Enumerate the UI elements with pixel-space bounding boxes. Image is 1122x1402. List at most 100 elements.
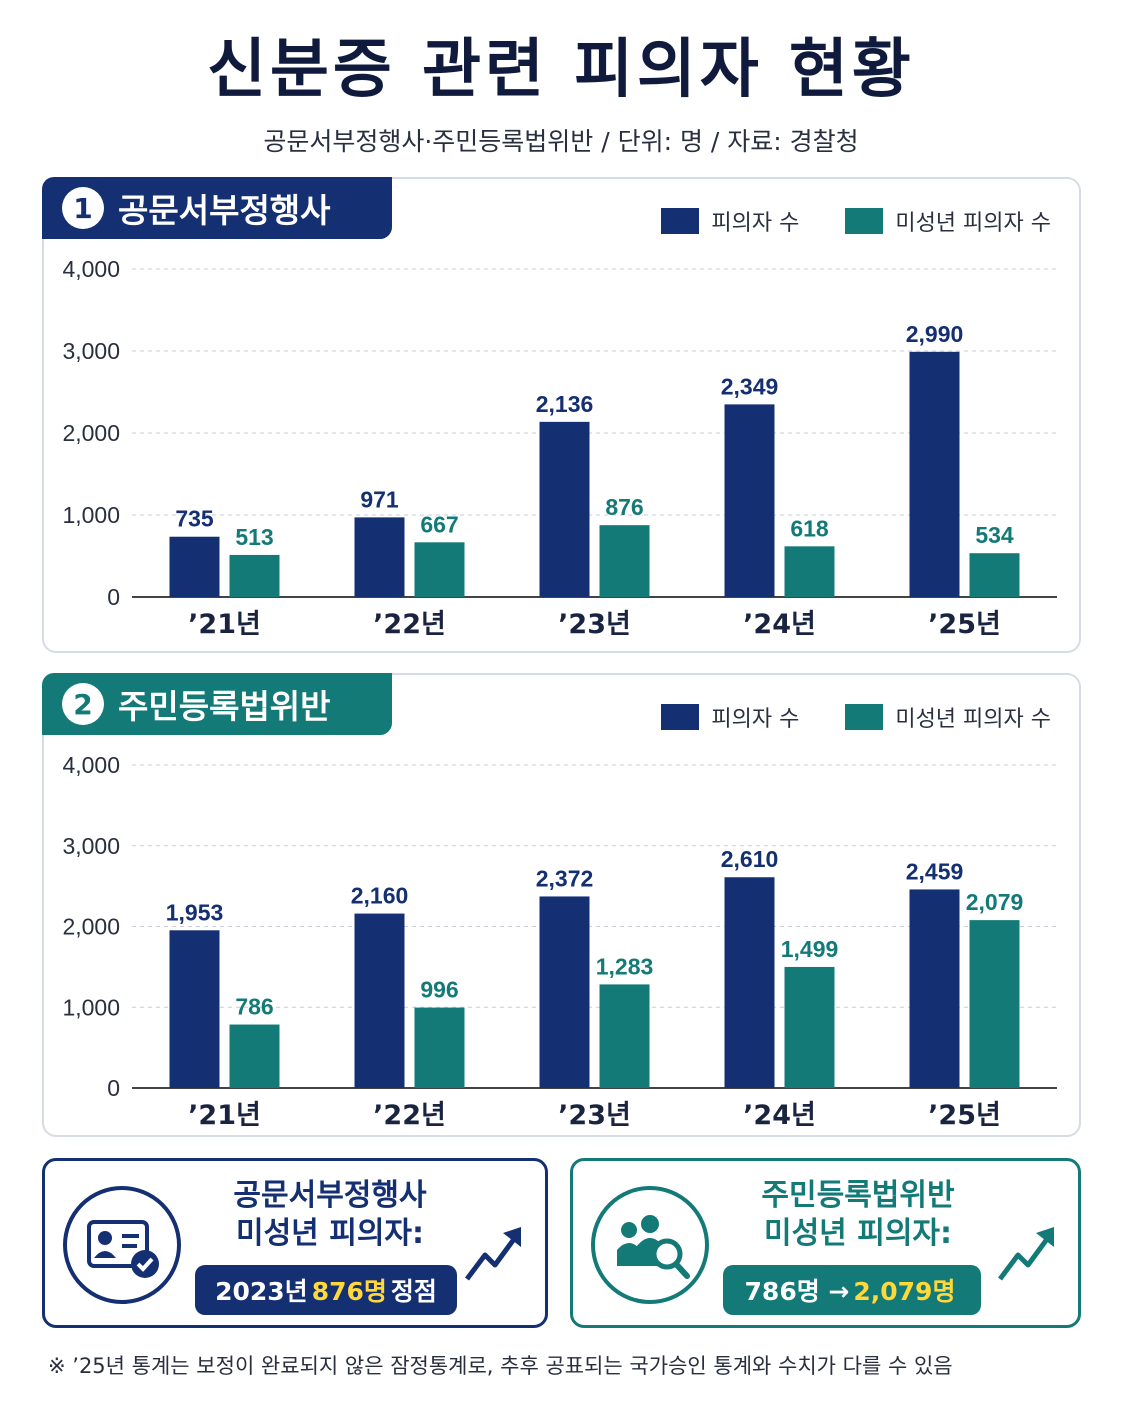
chart-legend: 피의자 수 미성년 피의자 수 [615, 205, 1051, 237]
x-tick-label: ’21년 [188, 1100, 261, 1131]
y-tick-label: 2,000 [62, 914, 120, 940]
x-tick-label: ’24년 [743, 609, 816, 640]
bar [414, 1007, 465, 1088]
card-title: 공문서부정행사 미성년 피의자: [195, 1177, 465, 1253]
footnote: ※ ’25년 통계는 보정이 완료되지 않은 잠정통계로, 추후 공표되는 국가… [48, 1354, 953, 1378]
summary-card-document-misuse: 공문서부정행사 미성년 피의자: 2023년 876명 정점 [42, 1158, 548, 1328]
bar [414, 542, 465, 597]
trend-up-arrow-icon [998, 1227, 1054, 1281]
bar [969, 553, 1020, 597]
card-title-line: 미성년 피의자: [235, 1216, 425, 1251]
chart-title: 공문서부정행사 [118, 191, 331, 230]
data-label: 667 [420, 511, 458, 537]
x-tick-label: ’22년 [373, 609, 446, 640]
data-label: 2,459 [906, 858, 964, 884]
pill-text: 2023년 [215, 1277, 308, 1306]
y-tick-label: 1,000 [62, 502, 120, 528]
legend-label: 미성년 피의자 수 [895, 211, 1051, 236]
y-tick-label: 4,000 [62, 256, 120, 282]
chart-title: 주민등록법위반 [118, 687, 331, 726]
x-tick-label: ’25년 [928, 609, 1001, 640]
data-label: 2,136 [536, 391, 594, 417]
bar-chart-resident-registration: 0 1,000 2,000 3,000 4,000 1,953 786 ’21년 2,160 99… [62, 752, 1057, 1131]
pill-highlight: 2,079명 [853, 1277, 956, 1306]
chart-panel-resident-registration: 2 주민등록법위반 피의자 수 미성년 피의자 수 0 1,000 2,000 3,0… [42, 673, 1081, 1137]
panel-number-badge: 1 [62, 187, 104, 229]
legend-swatch-navy [661, 704, 700, 730]
legend-item-minors: 미성년 피의자 수 [845, 205, 1051, 237]
bar [354, 517, 405, 597]
page-subtitle: 공문서부정행사·주민등록법위반 / 단위: 명 / 자료: 경찰청 [263, 127, 859, 156]
pill-text: 정점 [390, 1277, 437, 1306]
x-tick-label: ’25년 [928, 1100, 1001, 1131]
card-highlight-pill: 786명 → 2,079명 [723, 1265, 981, 1315]
bar [909, 351, 960, 597]
bar [539, 896, 590, 1088]
summary-card-resident-registration: 주민등록법위반 미성년 피의자: 786명 → 2,079명 [570, 1158, 1081, 1328]
legend-swatch-teal [845, 704, 884, 730]
card-title-line: 미성년 피의자: [763, 1216, 953, 1251]
trend-up-arrow-icon [465, 1227, 521, 1281]
bar [909, 889, 960, 1088]
bar [969, 920, 1020, 1088]
y-tick-label: 0 [107, 1075, 120, 1101]
y-tick-label: 3,000 [62, 338, 120, 364]
legend-label: 피의자 수 [711, 707, 800, 732]
x-tick-label: ’23년 [558, 1100, 631, 1131]
bar [229, 1024, 280, 1088]
data-label: 1,283 [596, 953, 654, 979]
data-label: 618 [790, 515, 829, 541]
data-label: 2,990 [906, 321, 964, 347]
chart-panel-document-misuse: 1 공문서부정행사 피의자 수 미성년 피의자 수 0 1,000 2,000 3,0… [42, 177, 1081, 653]
data-label: 513 [235, 524, 273, 550]
bar [724, 877, 775, 1088]
x-tick-label: ’24년 [743, 1100, 816, 1131]
bar [724, 404, 775, 597]
bar [169, 930, 220, 1088]
x-tick-label: ’22년 [373, 1100, 446, 1131]
y-tick-label: 4,000 [62, 752, 120, 778]
x-tick-label: ’23년 [558, 609, 631, 640]
legend-item-minors: 미성년 피의자 수 [845, 701, 1051, 733]
bar [229, 554, 280, 597]
data-label: 996 [420, 977, 458, 1003]
card-title: 주민등록법위반 미성년 피의자: [723, 1177, 993, 1253]
bar [599, 525, 650, 597]
legend-swatch-teal [845, 208, 884, 234]
data-label: 1,499 [781, 936, 839, 962]
people-search-icon [591, 1186, 709, 1304]
bar [354, 913, 405, 1088]
data-label: 2,079 [966, 889, 1024, 915]
bar [784, 966, 835, 1088]
data-label: 2,372 [536, 865, 594, 891]
y-tick-label: 3,000 [62, 833, 120, 859]
y-tick-label: 1,000 [62, 994, 120, 1020]
panel-tab: 2 주민등록법위반 [42, 673, 392, 735]
pill-text: 786명 → [744, 1277, 850, 1306]
bar [784, 546, 835, 597]
id-card-check-icon [63, 1186, 181, 1304]
chart-legend: 피의자 수 미성년 피의자 수 [615, 701, 1051, 733]
bar [539, 421, 590, 597]
legend-swatch-navy [661, 208, 700, 234]
legend-label: 미성년 피의자 수 [895, 707, 1051, 732]
data-label: 971 [360, 486, 399, 512]
bar [599, 984, 650, 1088]
card-title-line: 주민등록법위반 [761, 1178, 955, 1213]
data-label: 534 [975, 522, 1014, 548]
panel-number-badge: 2 [62, 683, 104, 725]
data-label: 876 [605, 494, 643, 520]
panel-tab: 1 공문서부정행사 [42, 177, 392, 239]
bar [169, 536, 220, 597]
bar-chart-document-misuse: 0 1,000 2,000 3,000 4,000 735 513 ’21년 971 667 ’22… [62, 256, 1057, 640]
card-title-line: 공문서부정행사 [233, 1178, 427, 1213]
legend-item-suspects: 피의자 수 [661, 205, 799, 237]
y-tick-label: 2,000 [62, 420, 120, 446]
data-label: 2,160 [351, 883, 409, 909]
x-tick-label: ’21년 [188, 609, 261, 640]
data-label: 1,953 [166, 899, 224, 925]
y-tick-label: 0 [107, 584, 120, 610]
data-label: 735 [175, 506, 214, 532]
legend-item-suspects: 피의자 수 [661, 701, 799, 733]
page-title: 신분증 관련 피의자 현황 [207, 33, 915, 107]
